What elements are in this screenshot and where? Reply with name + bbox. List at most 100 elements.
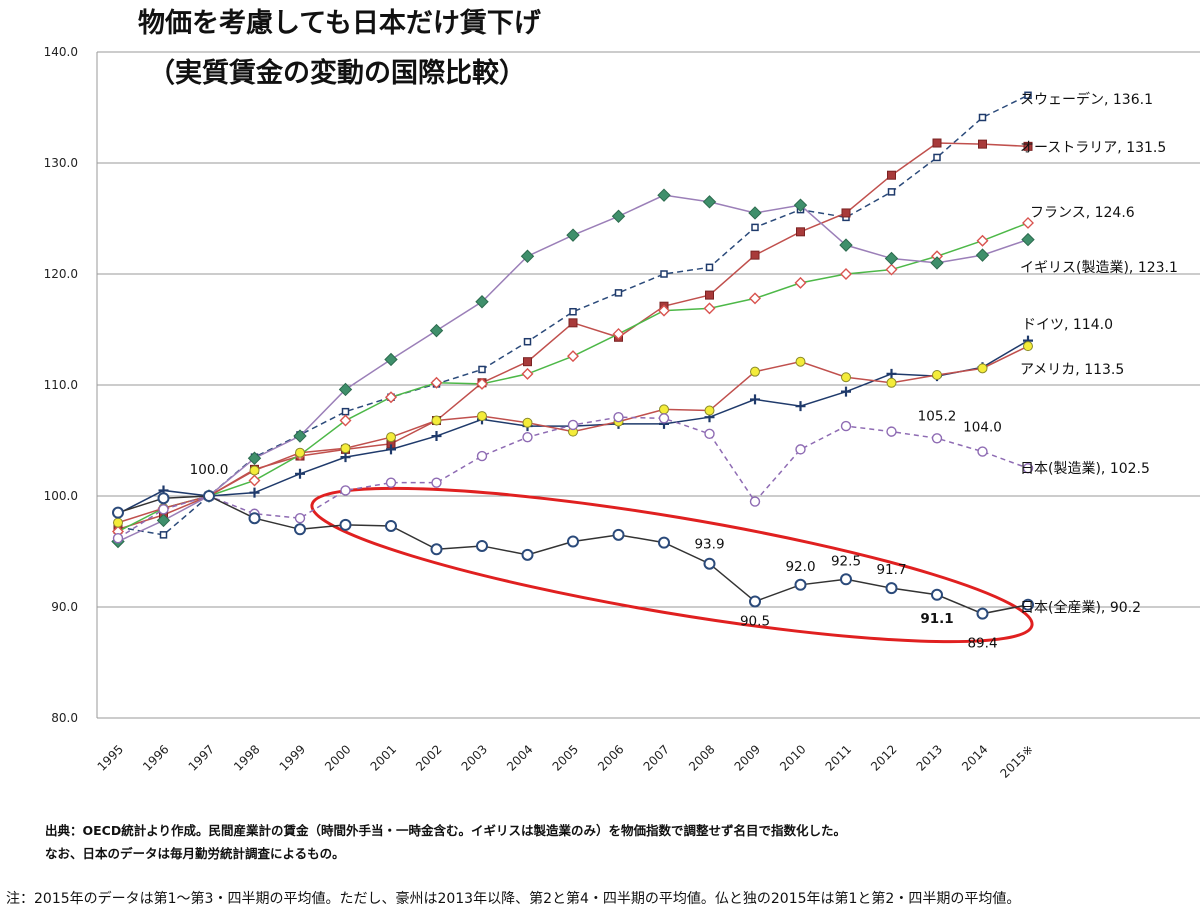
x-tick-label: 2010 bbox=[777, 742, 808, 773]
data-point bbox=[386, 444, 396, 455]
data-point bbox=[750, 394, 760, 405]
data-point bbox=[295, 468, 305, 479]
y-axis-labels: 80.0 90.0 100.0 110.0 120.0 130.0 140.0 bbox=[44, 45, 78, 725]
data-point bbox=[611, 209, 626, 223]
data-annotation: 92.5 bbox=[831, 553, 861, 569]
y-tick-label: 100.0 bbox=[44, 489, 78, 503]
data-annotation: 91.7 bbox=[876, 562, 906, 578]
data-point bbox=[795, 444, 806, 455]
data-point bbox=[430, 376, 443, 389]
data-point bbox=[793, 198, 808, 212]
data-point bbox=[975, 248, 990, 262]
data-point bbox=[521, 548, 534, 561]
data-annotation: 92.0 bbox=[785, 559, 815, 575]
data-annotation: 89.4 bbox=[967, 636, 997, 652]
data-point bbox=[660, 270, 668, 278]
data-point bbox=[156, 513, 171, 528]
data-point bbox=[430, 543, 443, 556]
data-point bbox=[523, 357, 532, 367]
series-end-label: イギリス(製造業), 123.1 bbox=[1020, 260, 1178, 276]
data-point bbox=[704, 428, 715, 440]
data-point bbox=[1022, 598, 1034, 611]
data-point bbox=[795, 356, 806, 367]
y-tick-label: 120.0 bbox=[44, 267, 78, 281]
data-point bbox=[750, 366, 760, 377]
data-point bbox=[523, 337, 532, 346]
data-point bbox=[429, 323, 444, 338]
data-point bbox=[340, 452, 351, 463]
data-annotation: 90.5 bbox=[740, 613, 770, 629]
data-point bbox=[933, 153, 941, 162]
data-point bbox=[658, 536, 670, 549]
series--124-6 bbox=[112, 216, 1034, 538]
data-point bbox=[340, 443, 351, 454]
series--102-5 bbox=[112, 411, 1034, 544]
data-point bbox=[659, 404, 669, 415]
data-point bbox=[476, 539, 488, 552]
y-tick-label: 140.0 bbox=[44, 45, 78, 59]
data-point bbox=[886, 377, 897, 388]
data-point bbox=[476, 377, 488, 390]
data-point bbox=[704, 405, 715, 416]
x-tick-label: 2011 bbox=[823, 742, 854, 773]
data-point bbox=[157, 492, 170, 505]
series--90-2 bbox=[112, 490, 1034, 620]
data-point bbox=[748, 206, 762, 220]
x-tick-label: 2006 bbox=[595, 742, 626, 773]
data-point bbox=[113, 517, 123, 528]
data-point bbox=[931, 433, 943, 444]
source-note-2: なお、日本のデータは毎月勤労統計調査によるもの。 bbox=[45, 846, 345, 861]
highlight-ellipse bbox=[310, 486, 1034, 644]
data-point bbox=[521, 367, 534, 380]
data-annotation: 105.2 bbox=[918, 408, 957, 424]
data-point bbox=[566, 228, 580, 242]
data-point bbox=[887, 188, 896, 196]
chart-subtitle: （実質賃金の変動の国際比較） bbox=[140, 58, 534, 90]
data-point bbox=[1021, 232, 1035, 247]
data-point bbox=[520, 249, 535, 263]
data-point bbox=[978, 113, 987, 122]
data-point bbox=[794, 276, 807, 289]
data-point bbox=[294, 523, 306, 536]
x-tick-label: 2001 bbox=[368, 742, 399, 773]
data-point bbox=[112, 532, 124, 544]
data-point bbox=[386, 432, 396, 443]
y-tick-label: 110.0 bbox=[44, 378, 78, 392]
data-annotation: 100.0 bbox=[190, 462, 229, 478]
series-end-label: オーストラリア, 131.5 bbox=[1020, 140, 1166, 156]
data-point bbox=[657, 188, 671, 202]
x-tick-label: 2012 bbox=[868, 742, 899, 773]
data-point bbox=[749, 496, 761, 507]
x-tick-label: 2008 bbox=[686, 742, 717, 773]
footnote: 注：2015年のデータは第1～第3・四半期の平均値。ただし、豪州は2013年以降… bbox=[6, 891, 1021, 907]
data-point bbox=[340, 485, 351, 496]
data-point bbox=[522, 431, 533, 443]
data-point bbox=[887, 170, 896, 180]
x-tick-label: 2004 bbox=[504, 742, 535, 773]
data-point bbox=[612, 528, 625, 541]
x-tick-label: 2005 bbox=[550, 742, 581, 773]
data-point bbox=[384, 352, 398, 367]
data-point bbox=[976, 607, 989, 620]
data-point bbox=[749, 595, 761, 608]
data-point bbox=[294, 513, 306, 524]
data-point bbox=[977, 446, 988, 457]
data-point bbox=[567, 419, 579, 431]
data-annotation: 93.9 bbox=[694, 537, 724, 553]
data-point bbox=[614, 289, 623, 297]
data-point bbox=[884, 251, 899, 266]
data-point bbox=[885, 582, 898, 595]
data-point bbox=[750, 250, 760, 260]
x-tick-label: 1995 bbox=[95, 742, 126, 773]
x-axis-labels: 1995 1996 1997 1998 1999 2000 2001 2002 2003 2004… bbox=[95, 742, 1036, 781]
y-tick-label: 80.0 bbox=[51, 711, 78, 725]
data-point bbox=[749, 292, 761, 305]
data-point bbox=[339, 414, 352, 427]
data-point bbox=[978, 139, 987, 149]
data-point bbox=[385, 391, 397, 404]
data-point bbox=[751, 223, 759, 232]
grid-lines bbox=[96, 51, 1200, 719]
data-point bbox=[932, 138, 942, 148]
data-point bbox=[885, 263, 898, 276]
